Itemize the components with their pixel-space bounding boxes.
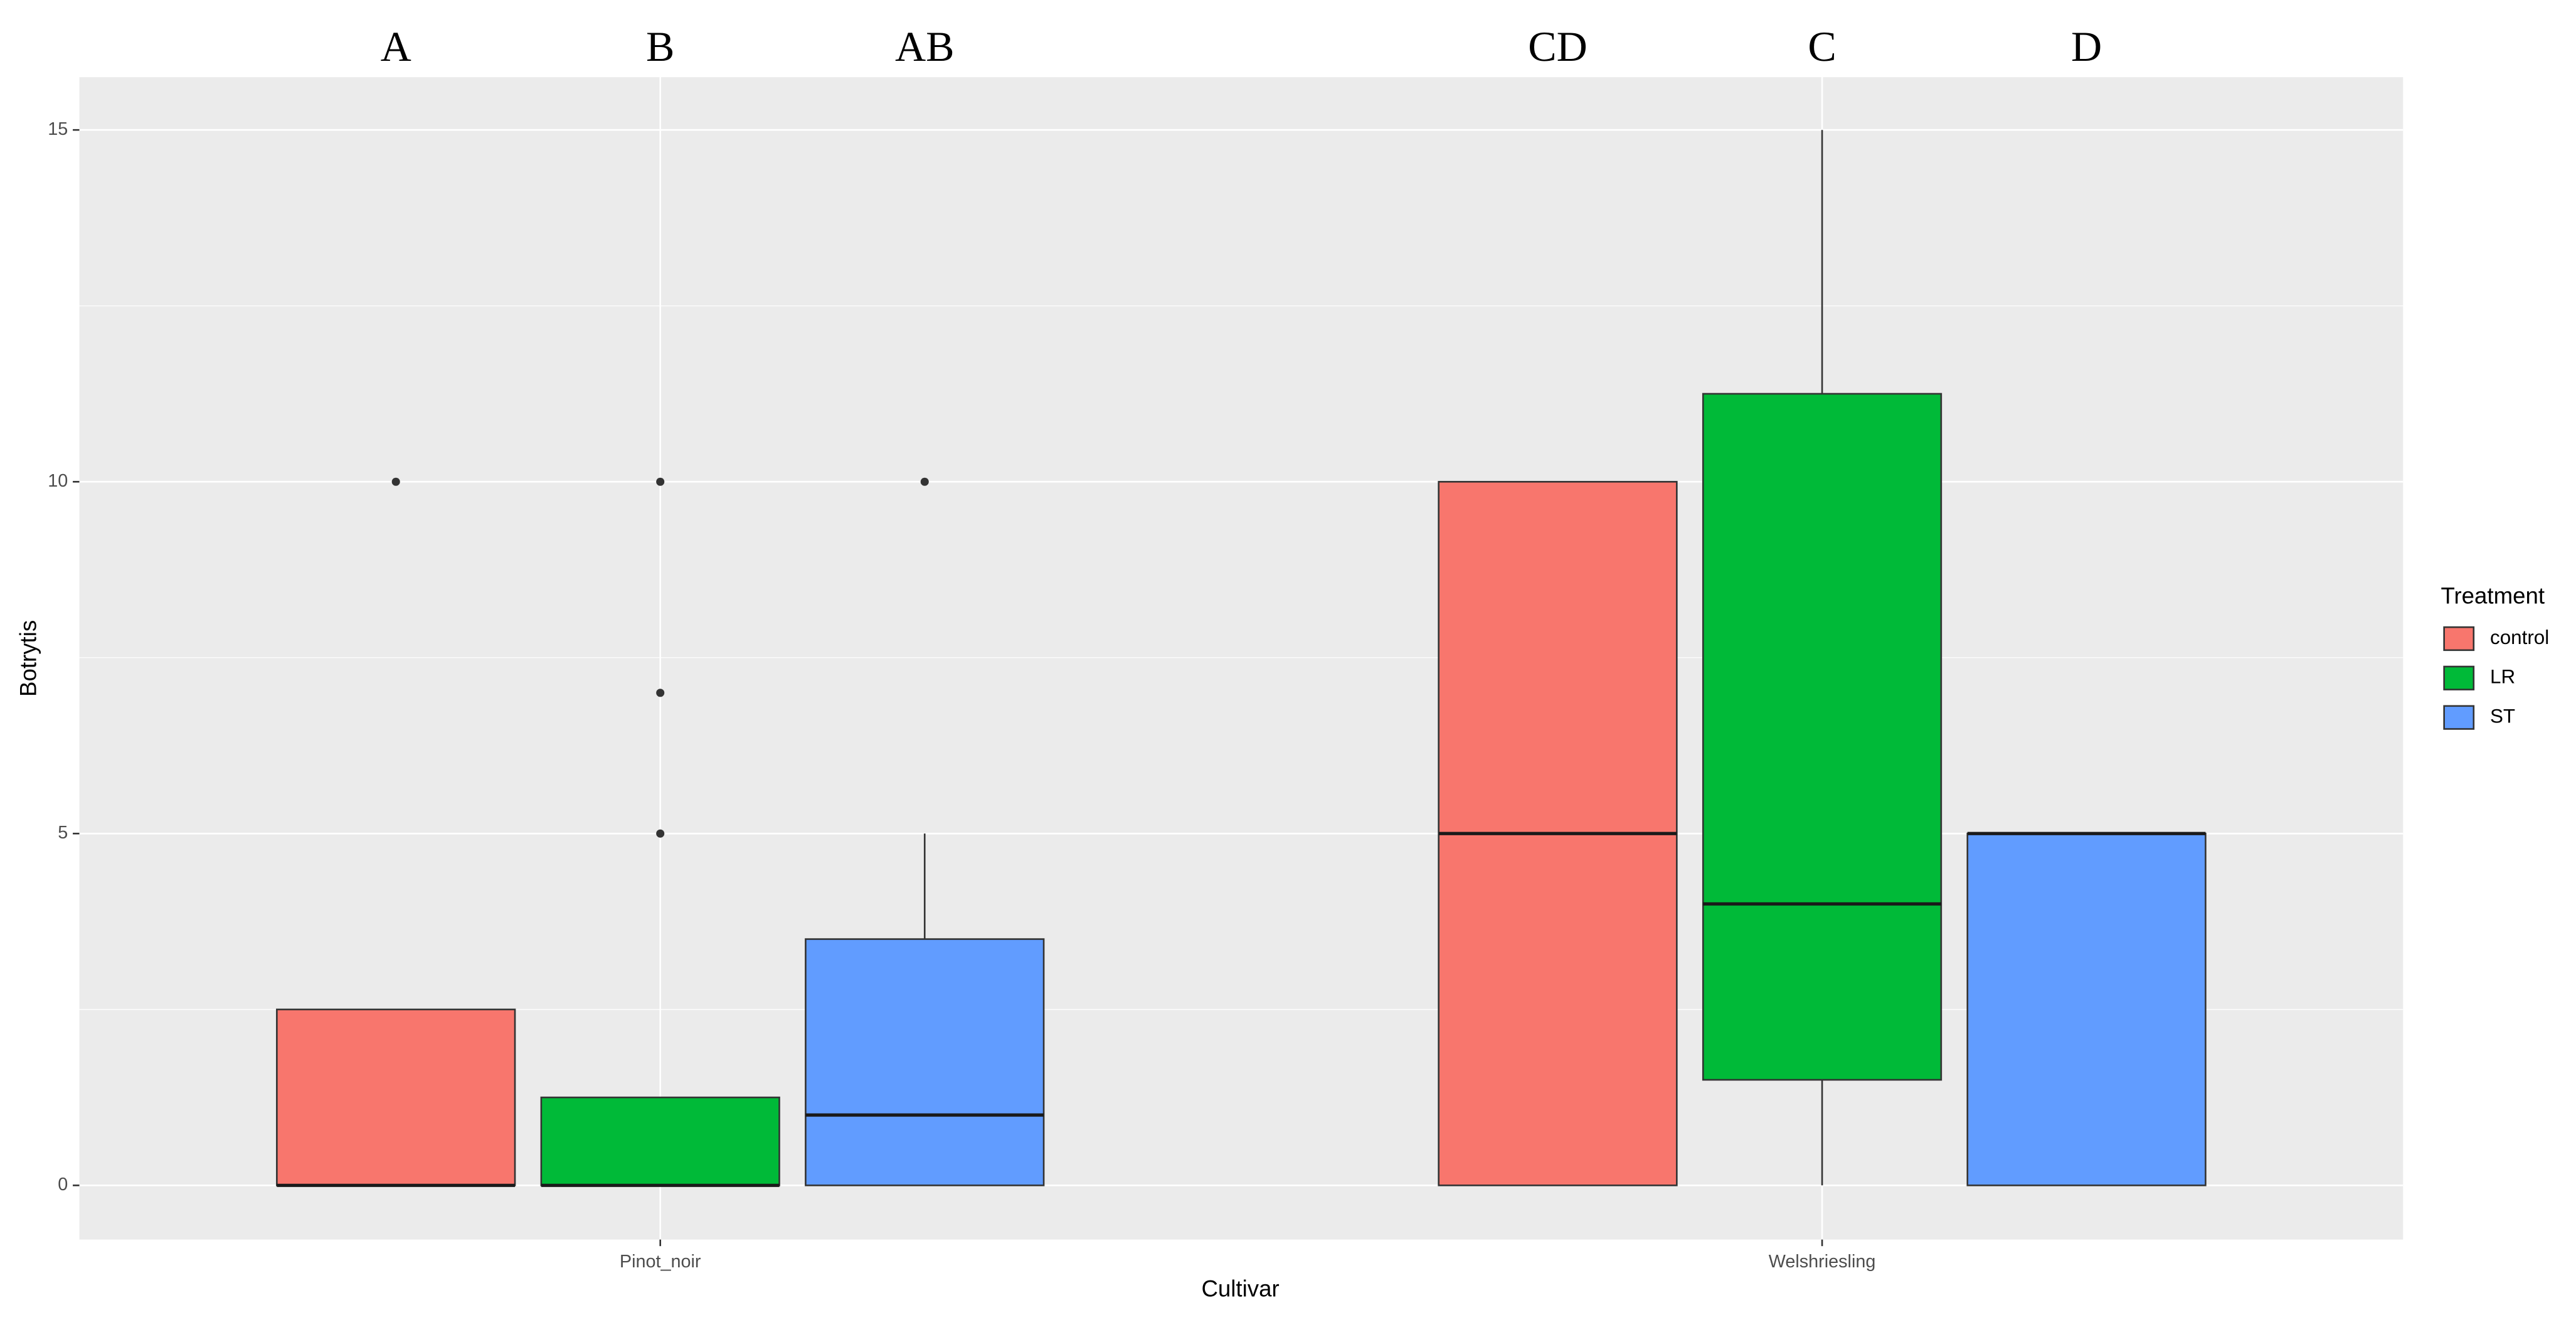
letter: AB xyxy=(895,23,955,70)
box xyxy=(805,938,1045,1186)
y-axis-label: Botrytis xyxy=(16,620,41,697)
y-tick-label: 15 xyxy=(48,119,68,139)
letter: A xyxy=(381,23,411,70)
outlier xyxy=(656,477,665,486)
letter: CD xyxy=(1528,23,1587,70)
y-tick-label: 10 xyxy=(48,471,68,491)
outlier xyxy=(391,477,400,486)
legend-title: Treatment xyxy=(2441,583,2545,609)
legend-key xyxy=(2443,705,2475,730)
y-tick-label: 5 xyxy=(58,823,68,843)
outlier xyxy=(656,829,665,838)
legend-label: ST xyxy=(2490,705,2515,727)
outlier xyxy=(656,689,665,697)
box xyxy=(540,1096,780,1186)
box xyxy=(1966,832,2207,1186)
outlier xyxy=(920,477,929,486)
x-tick-label: Pinot_noir xyxy=(620,1252,701,1272)
legend-label: LR xyxy=(2490,666,2515,688)
letter: D xyxy=(2071,23,2102,70)
legend-label: control xyxy=(2490,626,2549,648)
y-tick-label: 0 xyxy=(58,1175,68,1195)
legend-key xyxy=(2443,665,2475,690)
letter: C xyxy=(1808,23,1836,70)
x-tick-label: Welshriesling xyxy=(1769,1252,1876,1272)
letter: B xyxy=(646,23,674,70)
legend-key xyxy=(2443,626,2475,652)
box xyxy=(1702,393,1943,1081)
box xyxy=(276,1008,516,1186)
x-axis-label: Cultivar xyxy=(1201,1276,1279,1302)
